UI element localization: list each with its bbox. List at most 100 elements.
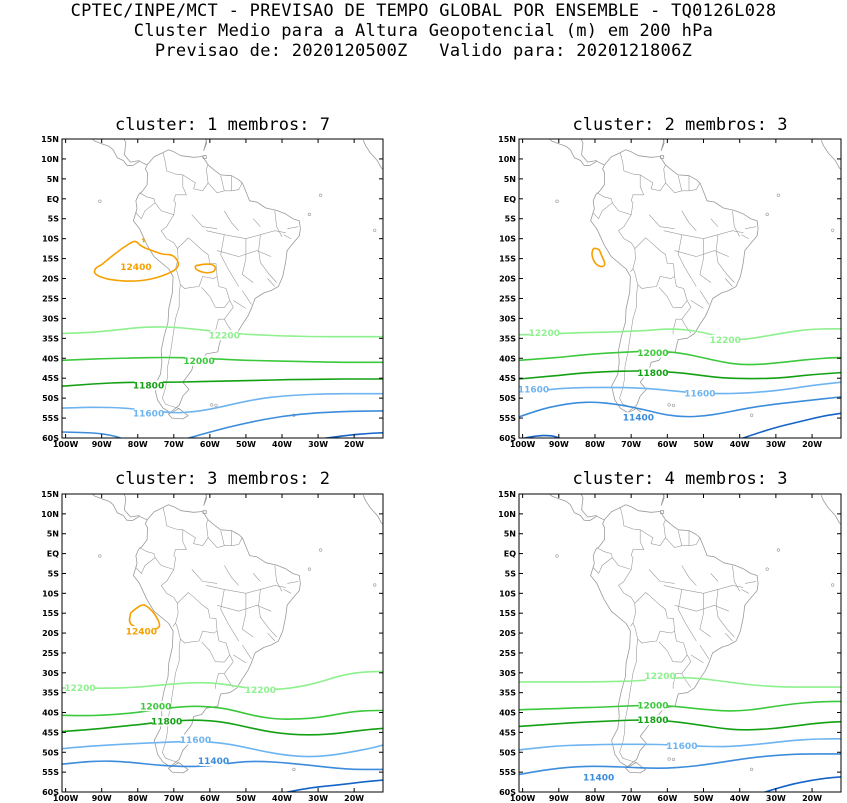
lat-tick-label: 10N	[41, 155, 59, 164]
political-border	[191, 569, 218, 584]
map-panel-2: cluster: 2 membros: 3 12200 12200 12000 1180…	[498, 115, 842, 449]
lat-tick-label: 25S	[42, 294, 59, 303]
tierra-del-fuego-coastline	[168, 762, 189, 774]
political-border	[154, 557, 179, 627]
contour-label: 12000	[140, 702, 171, 712]
lon-tick-label: 40W	[272, 794, 292, 803]
island	[555, 199, 559, 203]
lon-tick-label: 30W	[308, 794, 328, 803]
political-border	[135, 192, 156, 220]
africa-coastline	[820, 495, 841, 525]
political-border	[612, 202, 636, 272]
political-border	[220, 530, 225, 546]
lat-tick-label: 15N	[41, 490, 59, 499]
lat-tick-label: EQ	[47, 195, 59, 204]
political-border	[175, 592, 218, 644]
contour-label-bg	[685, 388, 714, 399]
lat-tick-label: 15S	[42, 609, 59, 618]
contour-line	[62, 356, 383, 364]
contour-label-bg	[185, 355, 214, 366]
lon-tick-label: 30W	[766, 794, 786, 803]
central-america-caribbean-coast	[580, 494, 597, 518]
political-border	[681, 673, 692, 688]
contour-label: 11800	[151, 717, 182, 727]
political-border	[690, 300, 704, 309]
political-border	[258, 234, 277, 283]
contour-label: 11800	[133, 382, 164, 392]
contour-line	[62, 705, 383, 720]
political-border	[233, 654, 247, 664]
lat-tick-label: 50S	[499, 394, 516, 403]
lat-tick-label: 10S	[499, 589, 516, 598]
political-border	[241, 238, 254, 283]
political-border	[206, 230, 286, 240]
lat-tick-label: 20S	[499, 629, 516, 638]
political-border	[658, 276, 688, 308]
map-panel-3: cluster: 3 membros: 2 12400 12200 12200 1200…	[41, 469, 384, 803]
map-frame	[518, 493, 842, 793]
political-border	[207, 182, 243, 194]
island	[98, 199, 102, 203]
lon-tick-label: 50W	[236, 794, 256, 803]
island	[667, 403, 671, 407]
lon-tick-label: 80W	[128, 794, 148, 803]
south-america-coastline	[590, 504, 759, 767]
political-border	[162, 152, 187, 215]
lon-tick-label: 50W	[694, 440, 714, 449]
political-border	[681, 565, 697, 586]
central-america-pacific-coast	[91, 139, 147, 167]
central-america-pacific-coast	[91, 494, 147, 521]
political-border	[686, 654, 692, 662]
contour-line	[519, 328, 841, 341]
political-border	[745, 226, 757, 229]
contour-line	[740, 412, 841, 438]
political-border	[242, 290, 252, 305]
political-border	[220, 234, 239, 287]
lat-tick-label: 15N	[498, 135, 516, 144]
panel-title: cluster: 1 membros: 7	[115, 115, 330, 135]
political-border	[665, 182, 701, 194]
lon-tick-label: 50W	[694, 794, 714, 803]
contour-label: 12400	[120, 263, 151, 273]
contour-label-bg	[199, 756, 228, 767]
lat-tick-label: 45S	[499, 374, 516, 383]
political-border	[224, 210, 239, 231]
political-border	[252, 573, 261, 582]
political-border	[619, 638, 638, 763]
island	[98, 554, 102, 558]
political-border	[175, 237, 218, 289]
lat-tick-label: 10S	[499, 235, 516, 244]
map-panel-1: cluster: 1 membros: 7 12400 12200 12000 1180…	[41, 115, 384, 449]
political-border	[663, 585, 744, 594]
island	[831, 583, 835, 587]
lat-tick-label: 10S	[42, 589, 59, 598]
contour-line	[185, 410, 383, 438]
political-border	[632, 592, 675, 644]
lon-tick-label: 90W	[549, 440, 569, 449]
contour-label: 11600	[133, 409, 164, 419]
lon-tick-label: 100W	[510, 794, 536, 803]
header-line-2: Cluster Medio para a Altura Geopotencial…	[133, 21, 714, 41]
political-border	[287, 581, 299, 584]
lon-tick-label: 20W	[344, 440, 364, 449]
map-frame	[518, 138, 842, 439]
contour-label: 12000	[183, 357, 214, 367]
lat-tick-label: 5N	[504, 175, 516, 184]
contour-label-bg	[711, 334, 740, 345]
contour-label-bg	[624, 412, 653, 423]
island	[373, 228, 377, 232]
lon-tick-label: 70W	[164, 794, 184, 803]
lesser-antilles	[660, 139, 665, 151]
contours	[62, 604, 383, 792]
political-border	[191, 214, 218, 229]
contour-line	[519, 381, 841, 395]
political-border	[674, 604, 729, 612]
contours	[62, 238, 383, 438]
lat-tick-label: 5S	[505, 569, 517, 578]
lat-tick-label: 20S	[42, 629, 59, 638]
tierra-del-fuego-coastline	[168, 408, 189, 420]
political-border	[215, 661, 234, 689]
trinidad-coastline	[660, 155, 665, 159]
political-border	[161, 284, 181, 409]
contours	[519, 677, 841, 792]
